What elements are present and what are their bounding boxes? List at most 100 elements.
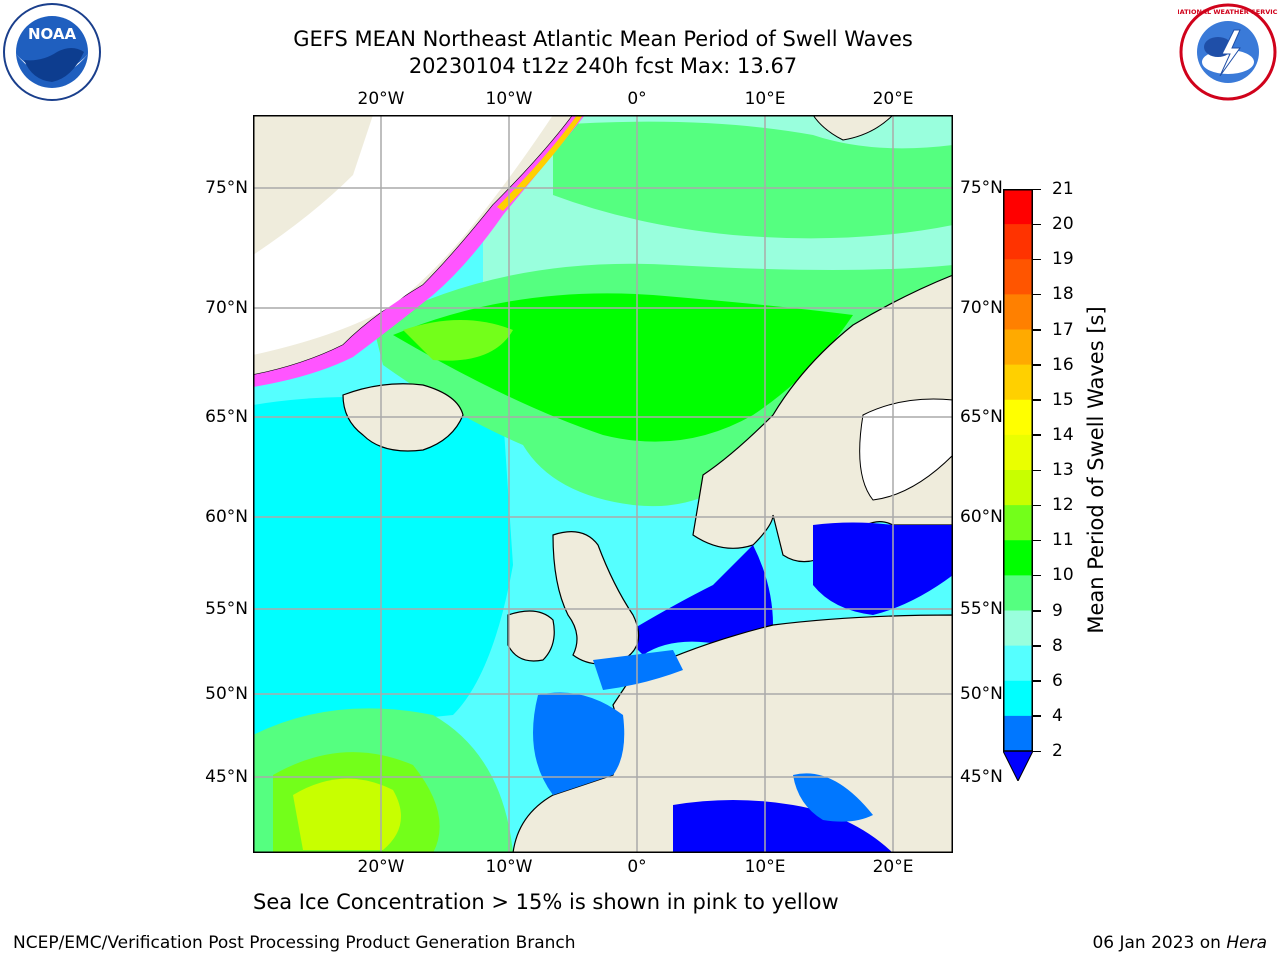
- colorbar-segment: [1003, 399, 1033, 436]
- colorbar-tick-label: 17: [1052, 319, 1074, 340]
- adriatic-sea: [793, 773, 873, 822]
- lat-label-right-65n: 65°N: [960, 407, 1003, 427]
- colorbar-outline: [1003, 189, 1033, 752]
- colorbar-tick-label: 2: [1052, 741, 1063, 761]
- colorbar-tick-mark: [1033, 645, 1041, 647]
- colorbar-tick-mark: [1033, 188, 1041, 190]
- colorbar-tick-label: 19: [1052, 249, 1074, 270]
- colorbar-tick-mark: [1033, 680, 1041, 682]
- colorbar-segment: [1003, 680, 1033, 717]
- english-channel: [593, 650, 683, 690]
- colorbar-segment: [1003, 470, 1033, 506]
- lat-label-right-60n: 60°N: [960, 507, 1003, 527]
- colorbar-extend-triangle: [1002, 750, 1034, 783]
- graticule: [253, 115, 953, 853]
- ireland-land: [507, 610, 555, 662]
- lat-label-left-55n: 55°N: [205, 599, 248, 619]
- lat-label-left-50n: 50°N: [205, 684, 248, 704]
- colorbar-segment: [1003, 364, 1033, 401]
- lon-label-top-10w: 10°W: [485, 89, 533, 109]
- colorbar-tick-mark: [1033, 610, 1041, 612]
- colorbar-tick-mark: [1033, 504, 1041, 507]
- colorbar-tick-label: 16: [1052, 354, 1074, 375]
- colorbar-segment: [1003, 645, 1033, 682]
- lon-label-top-0: 0°: [627, 89, 647, 109]
- colorbar-segment: [1003, 189, 1033, 225]
- colorbar-tick-label: 6: [1052, 670, 1063, 691]
- swell-period-map[interactable]: [253, 115, 953, 853]
- map-title: GEFS MEAN Northeast Atlantic Mean Period…: [293, 27, 913, 51]
- lon-label-bottom-10e: 10°E: [744, 857, 786, 877]
- north-sea-coast: [623, 545, 773, 655]
- footer-date: 06 Jan 2023 on Hera: [1092, 933, 1267, 953]
- colorbar-tick-mark: [1033, 399, 1041, 401]
- nws-logo: NATIONAL WEATHER SERVICE: [1174, 2, 1280, 102]
- lat-label-right-45n: 45°N: [960, 767, 1003, 787]
- colorbar-tick-label: 14: [1052, 424, 1074, 445]
- sea-ice-edge-yellow: [497, 115, 583, 211]
- colorbar-tick-label: 12: [1052, 495, 1074, 516]
- mediterranean-sea: [673, 800, 893, 853]
- colorbar-tick-label: 8: [1052, 635, 1063, 656]
- colorbar-label: Mean Period of Swell Waves [s]: [1084, 306, 1108, 634]
- ocean-yellow-southwest: [293, 778, 401, 850]
- nws-logo-text: NATIONAL WEATHER SERVICE: [1178, 8, 1278, 16]
- lat-label-left-65n: 65°N: [205, 407, 248, 427]
- lat-label-left-45n: 45°N: [205, 767, 248, 787]
- greenland-ice: [253, 115, 553, 355]
- colorbar-tick-mark: [1033, 469, 1041, 471]
- lon-label-bottom-20e: 20°E: [872, 857, 914, 877]
- colorbar-tick-mark: [1033, 539, 1041, 542]
- colorbar-tick-mark: [1033, 574, 1041, 577]
- colorbar-segment: [1003, 575, 1033, 611]
- colorbar: [1002, 189, 1034, 783]
- noaa-logo: NOAA: [2, 2, 102, 102]
- colorbar-tick-mark: [1033, 364, 1041, 366]
- colorbar-tick-label: 18: [1052, 284, 1074, 305]
- lat-label-right-75n: 75°N: [960, 178, 1003, 198]
- ocean-green-north: [553, 121, 953, 239]
- colorbar-tick-label: 20: [1052, 214, 1074, 235]
- colorbar-tick-mark: [1033, 223, 1041, 226]
- colorbar-tick-mark: [1033, 293, 1041, 296]
- ocean-yellowgreen-zone: [403, 320, 513, 361]
- lat-label-left-60n: 60°N: [205, 507, 248, 527]
- ocean-cyan-zone: [253, 397, 513, 735]
- footer-credit: NCEP/EMC/Verification Post Processing Pr…: [13, 933, 576, 953]
- svalbard-land: [812, 115, 894, 141]
- sea-ice-edge: [253, 115, 585, 387]
- colorbar-tick-label: 15: [1052, 389, 1074, 410]
- lat-label-left-70n: 70°N: [205, 298, 248, 318]
- colorbar-tick-mark: [1033, 258, 1041, 261]
- lat-label-right-50n: 50°N: [960, 684, 1003, 704]
- colorbar-tick-label: 11: [1052, 530, 1074, 551]
- map-subtitle: 20230104 t12z 240h fcst Max: 13.67: [408, 54, 798, 78]
- colorbar-tick-label: 21: [1052, 179, 1074, 199]
- colorbar-tick-label: 9: [1052, 600, 1063, 621]
- lon-label-top-20e: 20°E: [872, 89, 914, 109]
- sweden-snow: [859, 398, 953, 501]
- footer-date-text: 06 Jan 2023 on: [1092, 933, 1227, 953]
- lat-label-left-75n: 75°N: [205, 178, 248, 198]
- colorbar-segment: [1003, 224, 1033, 260]
- lon-label-bottom-20w: 20°W: [357, 857, 405, 877]
- colorbar-tick-mark: [1033, 750, 1041, 752]
- colorbar-segment: [1003, 259, 1033, 295]
- colorbar-tick-mark: [1033, 715, 1041, 717]
- colorbar-tick-mark: [1033, 434, 1041, 436]
- colorbar-segment: [1003, 434, 1033, 471]
- lon-label-top-20w: 20°W: [357, 89, 405, 109]
- colorbar-tick-label: 10: [1052, 565, 1074, 586]
- noaa-logo-text: NOAA: [28, 25, 77, 43]
- colorbar-segment: [1003, 329, 1033, 366]
- lon-label-bottom-10w: 10°W: [485, 857, 533, 877]
- footer-host: Hera: [1226, 933, 1267, 953]
- lat-label-right-70n: 70°N: [960, 298, 1003, 318]
- colorbar-tick-mark: [1033, 329, 1041, 331]
- colorbar-segment: [1003, 505, 1033, 541]
- bay-of-biscay: [533, 692, 625, 795]
- lon-label-top-10e: 10°E: [744, 89, 786, 109]
- baltic-sea: [813, 522, 953, 615]
- sea-ice-note: Sea Ice Concentration > 15% is shown in …: [253, 890, 839, 914]
- colorbar-segment: [1003, 715, 1033, 752]
